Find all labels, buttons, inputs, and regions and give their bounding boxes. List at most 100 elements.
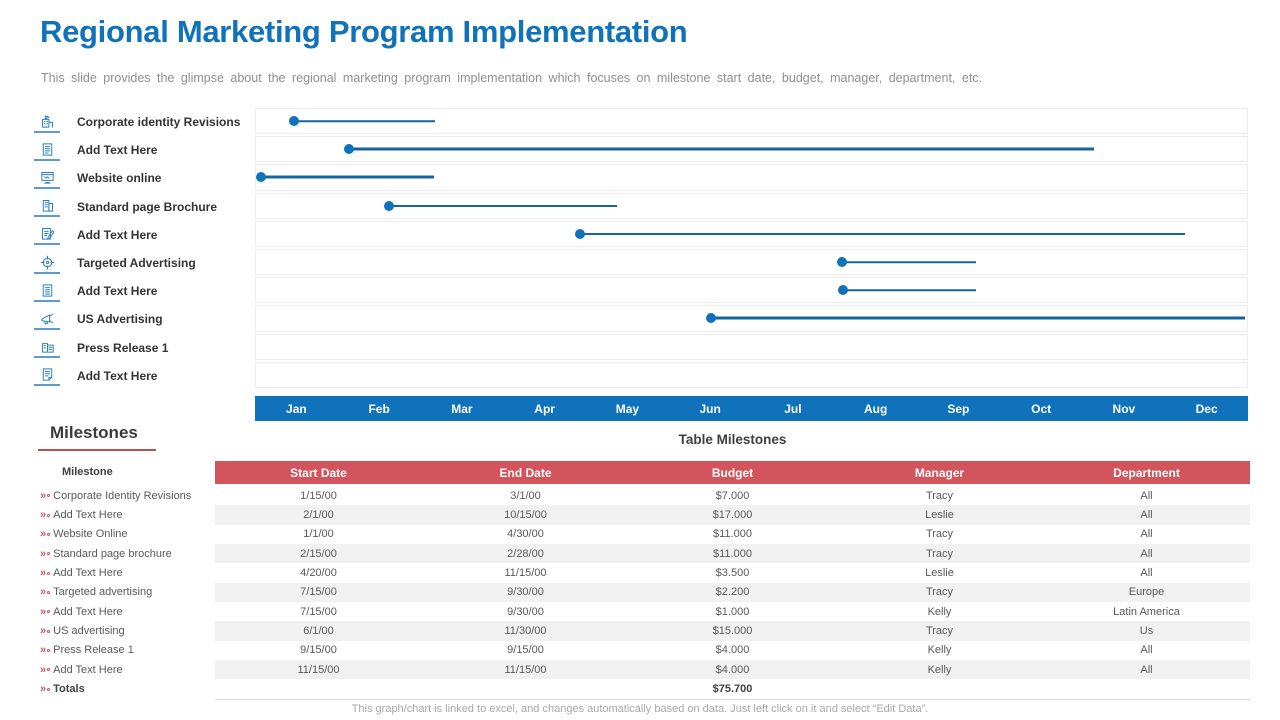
gantt-chart[interactable] — [255, 108, 1248, 390]
table-row[interactable]: 7/15/00 9/30/00 $2.200 Tracy Europe — [215, 582, 1250, 603]
milestone-name: » Corporate Identity Revisions — [40, 486, 218, 505]
table-cell: 2/1/00 — [303, 509, 334, 522]
gantt-legend-label: Website online — [77, 171, 162, 186]
month-label: Dec — [1195, 401, 1218, 416]
table-cell — [215, 679, 422, 699]
gantt-bar[interactable] — [580, 232, 1185, 235]
table-cell: 11/15/00 — [297, 663, 340, 676]
milestones-heading-underline — [38, 449, 156, 451]
table-row[interactable]: 7/15/00 9/30/00 $1.000 Kelly Latin America — [215, 602, 1250, 621]
table-row[interactable]: 11/15/00 11/15/00 $4.000 Kelly All — [215, 660, 1250, 680]
chevron-bullet-icon: » — [40, 490, 51, 502]
gantt-start-dot[interactable] — [255, 172, 266, 183]
milestones-heading: Milestones — [50, 423, 138, 442]
gantt-start-dot[interactable] — [836, 257, 847, 268]
chevron-bullet-icon: » — [40, 644, 51, 656]
gantt-row[interactable] — [255, 220, 1248, 247]
table-cell: Kelly — [927, 644, 952, 657]
gantt-row[interactable] — [255, 136, 1248, 163]
table-cell: All — [1140, 567, 1153, 580]
gantt-legend-label: Add Text Here — [77, 368, 158, 383]
table-cell: Tracy — [925, 586, 954, 599]
table-body[interactable]: 1/15/00 3/1/00 $7.000 Tracy All 2/1/00 10/15/0… — [215, 486, 1250, 701]
document-edit-icon — [34, 224, 60, 246]
table-cell: 1/15/00 — [300, 489, 337, 502]
table-cell: 2/15/00 — [300, 547, 337, 560]
gantt-bar[interactable] — [349, 147, 1095, 151]
table-header-row: Start Date End Date Budget Manager Departmen… — [215, 461, 1250, 484]
table-cell: 7/15/00 — [300, 605, 337, 618]
milestone-name: » Add Text Here — [40, 505, 218, 524]
gantt-start-dot[interactable] — [575, 228, 586, 239]
table-column-header: End Date — [499, 465, 552, 480]
gantt-start-dot[interactable] — [383, 200, 394, 211]
gantt-legend-item: US Advertising — [34, 305, 254, 333]
gantt-row[interactable] — [255, 305, 1248, 332]
gantt-row[interactable] — [255, 248, 1248, 276]
gantt-start-dot[interactable] — [288, 116, 299, 127]
gantt-legend-item: Standard page Brochure — [34, 193, 254, 221]
table-cell: All — [1140, 644, 1153, 657]
gantt-start-dot[interactable] — [705, 313, 716, 324]
table-cell — [422, 679, 629, 699]
table-cell: All — [1140, 663, 1153, 676]
gantt-legend-item: Corporate identity Revisions — [34, 108, 254, 136]
website-monitor-icon — [34, 168, 60, 189]
gantt-bar[interactable] — [842, 289, 977, 291]
gantt-start-dot[interactable] — [344, 144, 355, 155]
gantt-row[interactable] — [255, 164, 1248, 191]
chevron-bullet-icon: » — [40, 528, 51, 540]
table-cell: $1.000 — [715, 605, 750, 618]
note-icon — [34, 365, 60, 387]
table-cell: Tracy — [925, 625, 954, 638]
table-row[interactable]: 2/15/00 2/28/00 $11.000 Tracy All — [215, 544, 1250, 564]
month-label: Feb — [368, 401, 390, 416]
month-label: Jul — [784, 401, 802, 416]
table-row[interactable]: 4/20/00 11/15/00 $3.500 Leslie All — [215, 563, 1250, 582]
chevron-bullet-icon: » — [40, 586, 51, 598]
milestone-totals-label: » Totals — [40, 679, 218, 698]
milestone-name-label: US advertising — [53, 625, 125, 638]
gantt-row[interactable] — [255, 361, 1248, 388]
chevron-bullet-icon: » — [40, 625, 51, 637]
chevron-bullet-icon: » — [40, 606, 51, 618]
table-cell: $4.000 — [715, 644, 750, 657]
gantt-bar[interactable] — [710, 316, 1245, 320]
table-cell: $4.000 — [715, 663, 750, 676]
milestone-name: » US advertising — [40, 621, 218, 640]
gantt-row[interactable] — [255, 108, 1248, 135]
target-icon — [34, 253, 60, 274]
gantt-row[interactable] — [255, 333, 1248, 360]
table-cell — [836, 679, 1043, 699]
table-row[interactable]: 1/1/00 4/30/00 $11.000 Tracy All — [215, 525, 1250, 544]
table-cell: 6/1/00 — [303, 625, 334, 638]
table-row[interactable]: 9/15/00 9/15/00 $4.000 Kelly All — [215, 641, 1250, 660]
milestone-name-label: Add Text Here — [53, 663, 123, 676]
table-row[interactable]: 6/1/00 11/30/00 $15.000 Tracy Us — [215, 621, 1250, 641]
milestone-name-label: Add Text Here — [53, 509, 123, 522]
table-row[interactable]: 1/15/00 3/1/00 $7.000 Tracy All — [215, 486, 1250, 505]
month-label: Oct — [1031, 401, 1052, 416]
footer-note: This graph/chart is linked to excel, and… — [351, 703, 929, 715]
gantt-bar[interactable] — [388, 204, 617, 207]
gantt-start-dot[interactable] — [837, 285, 848, 296]
gantt-legend-item: Add Text Here — [34, 277, 254, 305]
gantt-legend-label: Add Text Here — [77, 143, 158, 158]
milestone-list: » Corporate Identity Revisions» Add Text H… — [40, 486, 218, 699]
gantt-bar[interactable] — [293, 120, 436, 122]
gantt-legend-label: Press Release 1 — [77, 340, 169, 355]
gantt-bar[interactable] — [841, 261, 977, 263]
gantt-row[interactable] — [255, 192, 1248, 219]
table-row[interactable]: 2/1/00 10/15/00 $17.000 Leslie All — [215, 505, 1250, 525]
list-icon — [34, 281, 60, 302]
building-icon — [34, 196, 60, 218]
month-label: Jan — [286, 401, 307, 416]
chevron-bullet-icon: » — [40, 548, 51, 560]
gantt-legend-item: Website online — [34, 164, 254, 192]
table-column-header: Department — [1113, 465, 1180, 480]
page-title: Regional Marketing Program Implementatio… — [40, 14, 688, 49]
gantt-bar[interactable] — [260, 175, 435, 179]
gantt-row[interactable] — [255, 277, 1248, 304]
milestone-name: » Website Online — [40, 525, 218, 544]
milestone-name: » Add Text Here — [40, 563, 218, 582]
